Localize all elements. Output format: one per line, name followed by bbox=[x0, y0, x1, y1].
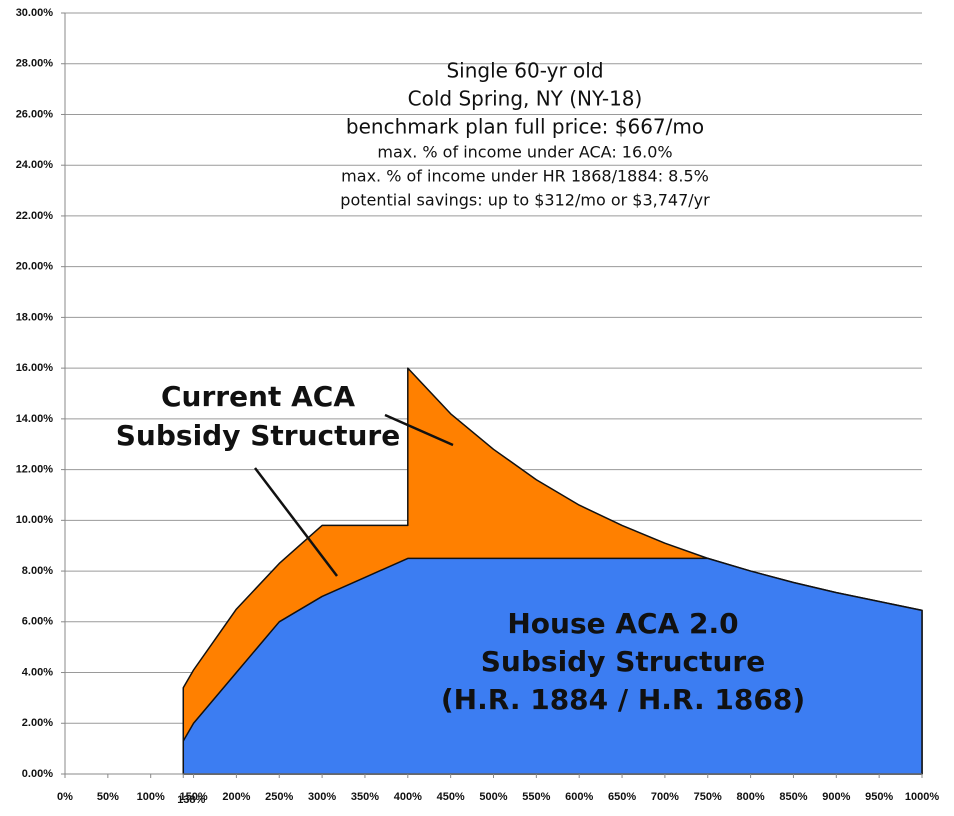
annotation-text: House ACA 2.0 bbox=[507, 607, 738, 640]
annotation-text: Current ACA bbox=[161, 380, 355, 413]
pointer-line bbox=[384, 413, 454, 447]
annotation-text: (H.R. 1884 / H.R. 1868) bbox=[441, 683, 805, 716]
annotation-text: Cold Spring, NY (NY-18) bbox=[408, 87, 643, 111]
axes: 0.00% 2.00% 4.00% 6.00% 8.00% 10.00% 12.00% 14.… bbox=[16, 7, 940, 806]
x-tick-label: 300% bbox=[308, 791, 336, 803]
y-tick-label: 24.00% bbox=[16, 159, 54, 171]
y-tick-label: 14.00% bbox=[16, 413, 54, 425]
area bbox=[182, 557, 923, 775]
y-tick-label: 26.00% bbox=[16, 108, 54, 120]
y-tick-label: 18.00% bbox=[16, 311, 54, 323]
annotation-text: Subsidy Structure bbox=[116, 419, 400, 452]
annotation-text: max. % of income under HR 1868/1884: 8.5… bbox=[341, 167, 709, 186]
annotation-text: max. % of income under ACA: 16.0% bbox=[377, 143, 672, 162]
y-tick-label: 0.00% bbox=[22, 768, 53, 780]
x-tick-label: 150% bbox=[179, 791, 207, 803]
annotation-text: Single 60-yr old bbox=[446, 59, 603, 83]
x-tick-label: 700% bbox=[651, 791, 679, 803]
x-tick-label: 100% bbox=[137, 791, 165, 803]
pointer-line bbox=[254, 467, 338, 577]
x-tick-label: 750% bbox=[694, 791, 722, 803]
x-tick-label: 950% bbox=[865, 791, 893, 803]
y-tick-label: 12.00% bbox=[16, 464, 54, 476]
x-tick-label: 400% bbox=[394, 791, 422, 803]
x-tick-label: 200% bbox=[222, 791, 250, 803]
x-tick-label: 600% bbox=[565, 791, 593, 803]
y-tick-label: 6.00% bbox=[22, 616, 53, 628]
y-tick-label: 20.00% bbox=[16, 261, 54, 273]
annotations: Single 60-yr old Cold Spring, NY (NY-18) b… bbox=[116, 59, 805, 717]
x-tick-label: 550% bbox=[522, 791, 550, 803]
x-tick-label: 1000% bbox=[905, 791, 939, 803]
y-tick-label: 16.00% bbox=[16, 362, 54, 374]
x-tick-label: 500% bbox=[479, 791, 507, 803]
y-tick-label: 4.00% bbox=[22, 666, 53, 678]
y-tick-label: 10.00% bbox=[16, 514, 54, 526]
x-tick-label: 138% bbox=[177, 794, 205, 806]
x-tick-label: 0% bbox=[57, 791, 73, 803]
x-tick-label: 650% bbox=[608, 791, 636, 803]
x-tick-label: 50% bbox=[97, 791, 119, 803]
x-tick-label: 450% bbox=[437, 791, 465, 803]
areas bbox=[182, 367, 923, 775]
x-tick-label: 350% bbox=[351, 791, 379, 803]
annotation-text: potential savings: up to $312/mo or $3,7… bbox=[340, 191, 710, 210]
y-tick-label: 8.00% bbox=[22, 565, 53, 577]
x-tick-label: 900% bbox=[822, 791, 850, 803]
x-tick-label: 800% bbox=[737, 791, 765, 803]
y-tick-label: 28.00% bbox=[16, 58, 54, 70]
x-tick-label: 250% bbox=[265, 791, 293, 803]
annotation-text: Subsidy Structure bbox=[481, 645, 765, 678]
x-tick-label: 850% bbox=[779, 791, 807, 803]
y-tick-label: 22.00% bbox=[16, 210, 54, 222]
annotation-text: benchmark plan full price: $667/mo bbox=[346, 115, 704, 139]
y-tick-label: 30.00% bbox=[16, 7, 54, 19]
y-tick-label: 2.00% bbox=[22, 717, 53, 729]
